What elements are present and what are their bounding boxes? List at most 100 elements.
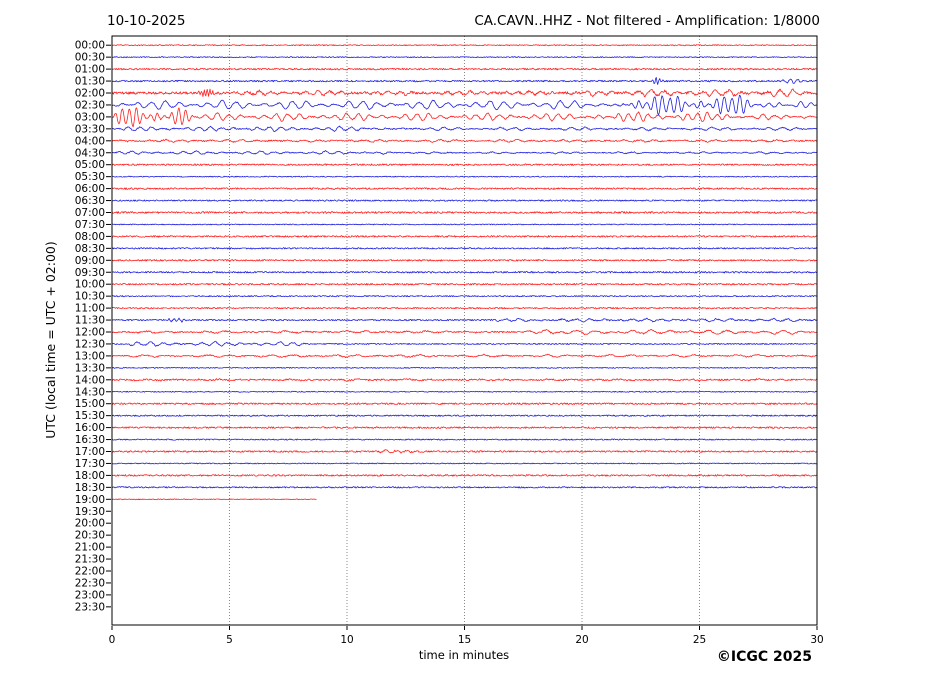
- y-tick-label: 07:00: [75, 207, 105, 219]
- seismic-trace-0500: [111, 163, 818, 166]
- seismic-trace-0530: [112, 175, 818, 178]
- seismic-trace-0300: [111, 107, 818, 128]
- seismic-trace-0130: [111, 77, 818, 85]
- y-tick-label: 10:30: [75, 291, 105, 303]
- y-tick-label: 01:30: [75, 76, 105, 88]
- seismic-trace-1200: [111, 328, 818, 336]
- y-tick-label: 12:30: [75, 338, 105, 350]
- y-tick-label: 19:00: [75, 494, 105, 506]
- seismic-trace-0730: [112, 223, 818, 226]
- y-tick-label: 08:00: [75, 231, 105, 243]
- y-tick-label: 04:00: [75, 135, 105, 147]
- seismic-trace-0930: [111, 271, 818, 274]
- y-tick-label: 03:00: [75, 111, 105, 123]
- y-tick-label: 10:00: [75, 279, 105, 291]
- y-tick-label: 06:30: [75, 195, 105, 207]
- seismic-trace-1900: [111, 498, 317, 501]
- y-tick-label: 18:00: [75, 470, 105, 482]
- x-tick-label: 5: [226, 634, 233, 646]
- y-tick-label: 17:00: [75, 446, 105, 458]
- seismic-trace-1600: [111, 426, 818, 429]
- y-tick-label: 03:30: [75, 123, 105, 135]
- y-tick-label: 00:30: [75, 52, 105, 64]
- y-tick-label: 12:00: [75, 327, 105, 339]
- seismic-trace-0230: [111, 94, 818, 116]
- x-tick-label: 25: [693, 634, 706, 646]
- x-tick-label: 0: [109, 634, 116, 646]
- seismic-trace-0430: [111, 150, 818, 155]
- seismic-trace-0200: [111, 88, 818, 98]
- y-tick-label: 01:00: [75, 64, 105, 76]
- y-tick-label: 05:00: [75, 159, 105, 171]
- date-title: 10-10-2025: [107, 13, 185, 29]
- seismic-trace-1730: [112, 462, 818, 465]
- y-tick-label: 22:00: [75, 566, 105, 578]
- seismic-trace-0030: [111, 56, 818, 58]
- seismic-trace-0900: [111, 259, 818, 262]
- seismic-trace-1500: [111, 402, 818, 405]
- y-tick-label: 06:00: [75, 183, 105, 195]
- y-tick-label: 20:00: [75, 518, 105, 530]
- y-tick-label: 04:30: [75, 147, 105, 159]
- y-tick-label: 11:30: [75, 315, 105, 327]
- seismic-trace-1000: [111, 282, 818, 286]
- y-tick-label: 15:30: [75, 410, 105, 422]
- seismic-trace-0630: [111, 199, 818, 202]
- y-tick-label: 20:30: [75, 530, 105, 542]
- seismic-trace-0330: [112, 125, 818, 133]
- seismic-trace-1830: [111, 486, 818, 489]
- x-tick-label: 15: [458, 634, 471, 646]
- seismic-trace-1100: [111, 306, 818, 310]
- y-tick-label: 08:30: [75, 243, 105, 255]
- y-tick-label: 13:00: [75, 350, 105, 362]
- y-tick-label: 21:00: [75, 542, 105, 554]
- x-axis-label: time in minutes: [419, 648, 509, 662]
- seismic-trace-0600: [111, 187, 818, 190]
- y-tick-label: 14:30: [75, 386, 105, 398]
- y-tick-label: 09:30: [75, 267, 105, 279]
- y-tick-label: 16:30: [75, 434, 105, 446]
- y-tick-label: 02:30: [75, 99, 105, 111]
- y-tick-label: 02:00: [75, 88, 105, 100]
- seismic-trace-1430: [111, 390, 818, 393]
- y-tick-label: 15:00: [75, 398, 105, 410]
- trace-layer: [111, 44, 818, 501]
- y-tick-label: 07:30: [75, 219, 105, 231]
- seismic-trace-1400: [111, 378, 818, 382]
- seismic-trace-1330: [111, 366, 818, 369]
- seismic-trace-1530: [111, 414, 818, 417]
- y-tick-label: 17:30: [75, 458, 105, 470]
- y-axis-label: UTC (local time = UTC + 02:00): [43, 241, 58, 439]
- seismic-trace-1300: [111, 353, 818, 359]
- seismic-trace-0800: [111, 235, 818, 238]
- y-tick-label: 16:00: [75, 422, 105, 434]
- axis-ticks: 00:0000:3001:0001:3002:0002:3003:0003:30…: [75, 40, 824, 646]
- x-tick-label: 10: [340, 634, 353, 646]
- y-tick-label: 23:00: [75, 589, 105, 601]
- seismic-trace-0000: [111, 44, 818, 47]
- seismic-trace-1230: [111, 340, 817, 347]
- seismic-trace-1800: [111, 474, 817, 477]
- station-title: CA.CAVN..HHZ - Not filtered - Amplificat…: [474, 13, 820, 29]
- y-tick-label: 00:00: [75, 40, 105, 52]
- seismic-trace-1700: [111, 449, 818, 454]
- seismic-trace-1630: [111, 438, 818, 441]
- y-tick-label: 14:00: [75, 374, 105, 386]
- y-tick-label: 18:30: [75, 482, 105, 494]
- grid-lines: [229, 36, 700, 625]
- x-tick-label: 30: [810, 634, 823, 646]
- y-tick-label: 22:30: [75, 577, 105, 589]
- y-tick-label: 09:00: [75, 255, 105, 267]
- y-tick-label: 23:30: [75, 601, 105, 613]
- seismic-trace-0830: [111, 247, 818, 250]
- y-tick-label: 21:30: [75, 554, 105, 566]
- plot-frame: [111, 35, 818, 626]
- seismic-trace-0400: [111, 138, 818, 143]
- seismic-trace-0100: [111, 67, 818, 71]
- copyright-notice: ©ICGC 2025: [717, 649, 812, 665]
- y-tick-label: 05:30: [75, 171, 105, 183]
- y-tick-label: 11:00: [75, 303, 105, 315]
- x-tick-label: 20: [575, 634, 588, 646]
